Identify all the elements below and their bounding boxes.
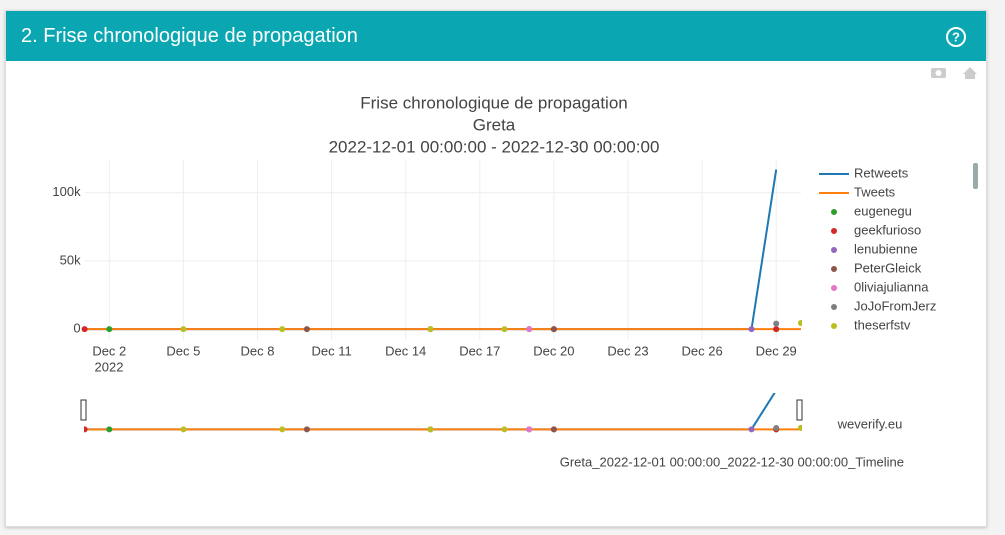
header: 2. Frise chronologique de propagation ?	[6, 11, 986, 61]
legend-swatch	[831, 266, 837, 272]
chart-subtitle: 2022-12-01 00:00:00 - 2022-12-30 00:00:0…	[329, 137, 660, 156]
legend-label: Retweets	[854, 165, 909, 180]
legend-swatch	[831, 247, 837, 253]
chart-subtitle: Greta	[473, 115, 516, 134]
x-tick-label: Dec 29	[756, 343, 797, 358]
data-point	[773, 320, 780, 327]
x-tick-label: Dec 8	[241, 343, 275, 358]
modebar[interactable]	[931, 67, 977, 79]
legend-label: lenubienne	[854, 241, 918, 256]
data-point	[279, 326, 286, 333]
legend-label: 0liviajulianna	[854, 279, 929, 294]
data-point	[526, 326, 533, 333]
x-tick-label: Dec 26	[681, 343, 722, 358]
x-tick-label: Dec 23	[607, 343, 648, 358]
data-point	[81, 326, 88, 333]
data-point	[526, 426, 533, 433]
chart-title: Frise chronologique de propagation	[360, 93, 627, 112]
legend-swatch	[831, 228, 837, 234]
legend-label: theserfstv	[854, 317, 911, 332]
data-point	[773, 326, 780, 333]
range-slider	[84, 393, 802, 433]
data-point	[106, 326, 113, 333]
legend-label: eugenegu	[854, 203, 912, 218]
data-point	[773, 425, 780, 431]
x-tick-label: Dec 5	[166, 343, 200, 358]
data-point	[427, 426, 434, 433]
data-point	[180, 426, 187, 433]
annotation: weverify.eu	[837, 416, 903, 431]
series-line	[84, 169, 778, 331]
help-icon[interactable]: ?	[945, 26, 967, 48]
data-point	[550, 326, 557, 333]
series-line	[84, 393, 776, 431]
card: 2. Frise chronologique de propagation ?	[5, 10, 987, 527]
legend-swatch	[831, 209, 837, 215]
data-point	[84, 426, 88, 433]
legend-swatch	[831, 323, 837, 329]
x-tick-label: Dec 17	[459, 343, 500, 358]
data-point	[797, 424, 802, 431]
x-tick-label: Dec 14	[385, 343, 426, 358]
data-point	[501, 326, 508, 333]
x-tick-label: Dec 11	[311, 343, 351, 358]
svg-text:?: ?	[952, 29, 960, 44]
data-point	[797, 319, 802, 326]
data-point	[501, 426, 508, 433]
footer: Greta_2022-12-01 00:00:00_2022-12-30 00:…	[560, 454, 904, 469]
data-point	[303, 326, 310, 333]
data-point	[106, 426, 113, 433]
slider-handle	[796, 399, 803, 421]
slider-handle	[80, 399, 87, 421]
legend-swatch	[831, 285, 837, 291]
data-point	[427, 326, 434, 333]
plot-area	[81, 169, 802, 333]
legend-scrollbar[interactable]	[973, 163, 978, 189]
legend-label: Tweets	[854, 184, 896, 199]
x-tick-label: Dec 20	[533, 343, 574, 358]
data-point	[279, 426, 286, 433]
data-point	[748, 326, 755, 333]
x-tick-label: Dec 2	[92, 343, 126, 358]
data-point	[180, 326, 187, 333]
legend: Retweets Tweets eugenegu geekfurioso lenubie…	[819, 165, 936, 332]
y-tick-label: 100k	[52, 184, 81, 199]
legend-label: PeterGleick	[854, 260, 922, 275]
y-tick-label: 0	[73, 321, 80, 336]
data-point	[550, 426, 557, 433]
legend-swatch	[831, 304, 837, 310]
header-title: 2. Frise chronologique de propagation	[21, 25, 358, 47]
x-year-label: 2022	[95, 359, 124, 374]
y-tick-label: 50k	[60, 252, 81, 267]
data-point	[303, 426, 310, 433]
data-point	[748, 426, 755, 433]
legend-label: JoJoFromJerz	[854, 298, 936, 313]
legend-label: geekfurioso	[854, 222, 921, 237]
